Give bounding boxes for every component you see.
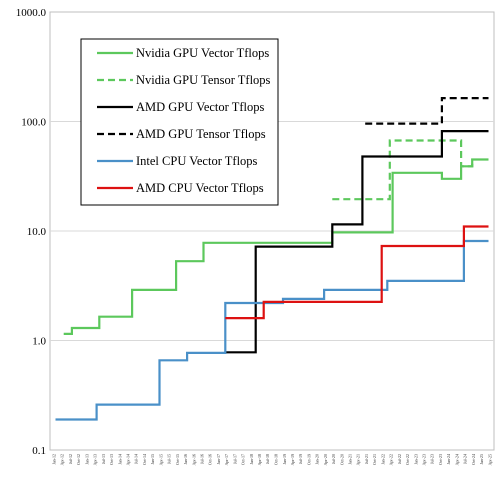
x-tick-label: Jul-13 [101, 454, 106, 464]
x-tick-label: Apr-23 [421, 454, 426, 465]
x-tick-label: Jul-18 [265, 454, 270, 464]
y-tick-label: 0.1 [32, 445, 46, 457]
x-tick-label: Jan-20 [315, 454, 320, 465]
x-tick-label: Jul-24 [463, 454, 468, 464]
x-tick-label: Jan-21 [348, 454, 353, 465]
x-tick-label: Jan-15 [150, 454, 155, 465]
x-tick-label: Apr-24 [454, 454, 459, 465]
x-tick-label: Oct-23 [438, 454, 443, 465]
x-tick-label: Jul-22 [397, 454, 402, 464]
x-axis-tick-labels: Jan-12 Apr-12 Jul-12 Oct-12 Jan-13 Apr-13 Jul-… [51, 454, 492, 465]
y-tick-label: 1000.0 [16, 7, 47, 19]
x-tick-label: Jan-16 [183, 454, 188, 465]
x-tick-label: Oct-13 [109, 454, 114, 465]
x-tick-label: Apr-19 [290, 454, 295, 465]
x-tick-label: Jan-22 [380, 454, 385, 465]
x-tick-label: Oct-24 [471, 454, 476, 465]
y-tick-label: 10.0 [27, 226, 47, 238]
x-tick-label: Jul-17 [232, 454, 237, 464]
legend-label-5: Intel CPU Vector Tflops [136, 154, 258, 168]
x-tick-label: Apr-22 [389, 454, 394, 465]
x-tick-label: Oct-16 [208, 454, 213, 465]
x-tick-label: Apr-16 [191, 454, 196, 465]
x-tick-label: Apr-14 [125, 454, 130, 465]
x-tick-label: Apr-15 [158, 454, 163, 465]
x-tick-label: Oct-18 [273, 454, 278, 465]
x-tick-label: Jan-12 [51, 454, 56, 465]
x-tick-label: Apr-18 [257, 454, 262, 465]
x-tick-label: Oct-22 [405, 454, 410, 465]
x-tick-label: Jan-13 [84, 454, 89, 465]
x-tick-label: Jul-12 [68, 454, 73, 464]
x-tick-label: Jul-20 [331, 454, 336, 464]
x-tick-label: Oct-15 [175, 454, 180, 465]
x-tick-label: Apr-17 [224, 454, 229, 465]
x-tick-label: Oct-17 [241, 454, 246, 465]
x-tick-label: Jul-23 [430, 454, 435, 464]
x-tick-label: Apr-13 [93, 454, 98, 465]
series-line-4 [365, 97, 489, 125]
legend-label-1: Nvidia GPU Vector Tflops [136, 46, 269, 60]
x-tick-label: Jan-18 [249, 454, 254, 465]
x-tick-label: Apr-21 [356, 454, 361, 465]
legend-label-3: AMD GPU Vector Tflops [136, 100, 264, 114]
x-tick-label: Oct-12 [76, 454, 81, 465]
x-tick-label: Jul-15 [167, 454, 172, 464]
x-tick-label: Jul-19 [298, 454, 303, 464]
x-tick-label: Oct-21 [372, 454, 377, 465]
y-tick-label: 1.0 [32, 336, 46, 348]
series-line-6 [225, 225, 489, 320]
x-tick-label: Apr-12 [60, 454, 65, 465]
legend-label-2: Nvidia GPU Tensor Tflops [136, 73, 271, 87]
series-line-5 [55, 239, 489, 421]
y-axis-tick-labels: 1000.0 100.0 10.0 1.0 0.1 [16, 7, 47, 457]
x-tick-label: Jan-14 [117, 454, 122, 465]
x-tick-label: Apr-25 [487, 454, 492, 465]
x-tick-label: Jan-19 [282, 454, 287, 465]
x-tick-label: Jan-17 [216, 454, 221, 465]
series-line-1 [63, 158, 489, 335]
legend-box [80, 38, 279, 206]
x-tick-label: Apr-20 [323, 454, 328, 465]
series-line-2 [332, 139, 474, 201]
x-tick-label: Jul-14 [134, 454, 139, 464]
x-tick-label: Jan-23 [413, 454, 418, 465]
legend-label-6: AMD CPU Vector Tflops [136, 181, 264, 195]
y-tick-label: 100.0 [21, 117, 46, 129]
x-tick-label: Oct-20 [339, 454, 344, 465]
x-tick-label: Jan-24 [446, 454, 451, 465]
series-line-3 [225, 130, 489, 354]
x-tick-label: Oct-19 [306, 454, 311, 465]
legend: Nvidia GPU Vector Tflops Nvidia GPU Tenso… [80, 38, 279, 206]
x-tick-label: Jan-25 [479, 454, 484, 465]
series-lines [55, 97, 489, 421]
x-tick-label: Jul-16 [199, 454, 204, 464]
x-tick-label: Oct-14 [142, 454, 147, 465]
x-tick-label: Jul-21 [364, 454, 369, 464]
legend-label-4: AMD GPU Tensor Tflops [136, 127, 266, 141]
